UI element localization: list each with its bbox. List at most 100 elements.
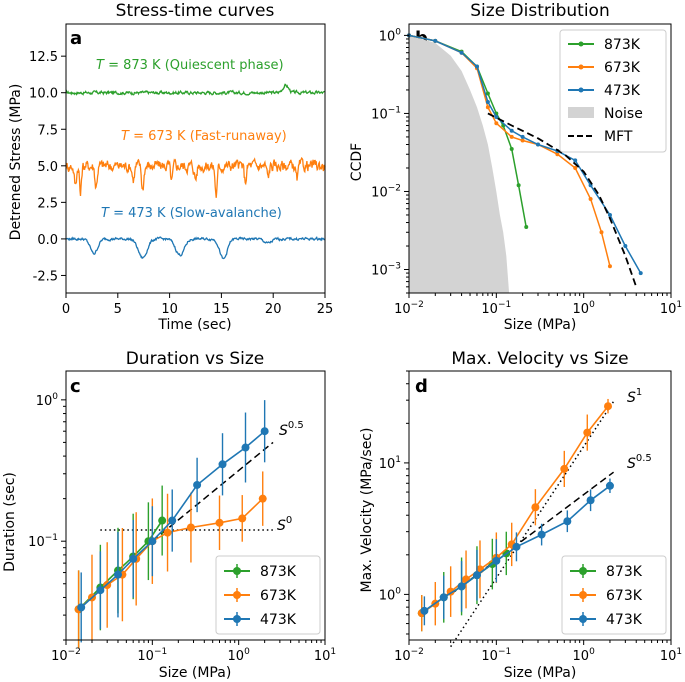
panel-b-xlabel: Size (MPa)	[504, 317, 577, 333]
legend-label: 673K	[260, 588, 297, 604]
panel-c-ylabel: Duration (sec)	[2, 472, 18, 572]
panel-a: Stress-time curves Detrened Stress (MPa)…	[8, 1, 333, 333]
fit-label-1: S0	[277, 515, 292, 534]
panel-c: Duration vs Size Duration (sec) Size (MP…	[2, 349, 336, 681]
data-point-473K	[148, 537, 157, 546]
data-point-473K	[459, 50, 464, 55]
data-point-673K	[485, 105, 490, 110]
data-point-673K	[509, 134, 514, 139]
panel-d-x-tick-label-2: 100	[573, 647, 596, 664]
data-point-473K	[605, 481, 614, 490]
legend-swatch	[568, 107, 594, 118]
legend-label: MFT	[604, 129, 633, 145]
legend-marker	[579, 615, 587, 623]
panel-a-ytick-label: -2.5	[33, 269, 58, 284]
data-point-873K	[485, 91, 490, 96]
data-point-473K	[536, 142, 541, 147]
data-point-673K	[604, 402, 613, 411]
data-point-473K	[512, 542, 521, 551]
legend-label: 473K	[260, 612, 297, 628]
data-point-473K	[509, 128, 514, 133]
panel-d-axes-frame	[408, 370, 672, 641]
legend-box	[215, 555, 321, 635]
data-point-473K	[563, 517, 572, 526]
fit-line-0	[151, 441, 274, 542]
data-point-673K	[583, 428, 592, 437]
panel-a-xtick-label: 10	[161, 302, 178, 317]
panel-a-xtick-label: 20	[265, 302, 282, 317]
panel-a-xtick-label: 25	[317, 302, 334, 317]
legend-label: 673K	[604, 60, 641, 76]
legend-marker	[578, 87, 584, 93]
panel-c-axes-frame	[65, 370, 326, 641]
panel-c-xlabel: Size (MPa)	[159, 665, 232, 681]
panel-a-ytick-label: 12.5	[29, 50, 58, 65]
data-point-673K	[186, 523, 195, 532]
panel-b-y-tick-label-2: 10−1	[371, 105, 401, 122]
data-point-473K	[420, 606, 429, 615]
panel-a-ytick-label: 7.5	[37, 123, 58, 138]
legend-label: 473K	[604, 83, 641, 99]
panel-d: Max. Velocity vs Size Max. Velocity (MPa…	[359, 349, 682, 681]
panel-a-title: Stress-time curves	[116, 1, 275, 21]
series-line-473K	[65, 236, 326, 260]
annotation-673k: T = 673 K (Fast-runaway)	[121, 129, 287, 144]
panel-d-x-tick-label-0: 10−2	[394, 647, 424, 664]
data-point-873K	[516, 183, 521, 188]
data-point-473K	[260, 427, 269, 436]
data-point-473K	[586, 496, 595, 505]
panel-b-title: Size Distribution	[470, 1, 609, 21]
panel-d-ylabel: Max. Velocity (MPa/sec)	[359, 428, 375, 593]
panel-a-ytick-label: 2.5	[37, 196, 58, 211]
data-point-473K	[492, 556, 501, 565]
data-point-473K	[573, 158, 578, 163]
data-point-673K	[531, 503, 540, 512]
data-point-473K	[439, 593, 448, 602]
data-point-473K	[537, 530, 546, 539]
fit-label-1: S0.5	[627, 453, 652, 472]
panel-b-x-tick-label-0: 10−2	[394, 300, 424, 317]
panel-d-x-tick-label-3: 101	[660, 647, 682, 664]
panel-a-xlabel: Time (sec)	[157, 317, 231, 333]
legend-label: 873K	[606, 564, 643, 580]
data-point-673K	[599, 230, 604, 235]
legend-marker	[233, 591, 241, 599]
panel-b-ylabel: CCDF	[349, 143, 365, 181]
data-point-873K	[524, 225, 529, 230]
data-point-473K	[457, 582, 466, 591]
data-point-673K	[560, 464, 569, 473]
data-point-473K	[168, 516, 177, 525]
fit-label-0: S0.5	[279, 420, 304, 439]
panel-a-xtick-label: 5	[114, 302, 122, 317]
panel-a-ylabel: Detrened Stress (MPa)	[8, 84, 24, 241]
data-point-473K	[77, 603, 86, 612]
legend-label: 873K	[604, 37, 641, 53]
data-point-673K	[494, 121, 499, 126]
legend-marker	[233, 615, 241, 623]
series-line-473K	[80, 430, 266, 608]
panel-b-y-tick-label-3: 100	[379, 27, 402, 44]
panel-a-ytick-label: 0.0	[37, 233, 58, 248]
panel-a-ytick-label: 5.0	[37, 160, 58, 175]
data-point-473K	[520, 134, 525, 139]
data-point-473K	[433, 38, 438, 43]
series-line-673K	[65, 156, 326, 198]
data-point-473K	[218, 460, 227, 469]
data-point-473K	[623, 244, 628, 249]
fit-label-0: S1	[627, 387, 642, 406]
panel-a-xtick-label: 0	[62, 302, 70, 317]
panel-b-axes-frame	[408, 23, 672, 294]
data-point-673K	[555, 152, 560, 157]
panel-c-x-tick-label-1: 10−1	[137, 647, 167, 664]
legend-marker	[578, 41, 584, 47]
panel-d-y-tick-label-1: 101	[379, 455, 401, 472]
panel-c-x-tick-label-3: 101	[314, 647, 336, 664]
data-point-673K	[573, 165, 578, 170]
panel-a-ytick-label: 10.0	[29, 87, 58, 102]
legend-marker	[578, 64, 584, 70]
legend-box	[559, 29, 667, 153]
panel-d-letter: d	[415, 376, 428, 397]
panel-a-letter: a	[70, 28, 82, 49]
data-point-673K	[163, 528, 172, 537]
panel-b-x-tick-label-2: 100	[573, 300, 596, 317]
